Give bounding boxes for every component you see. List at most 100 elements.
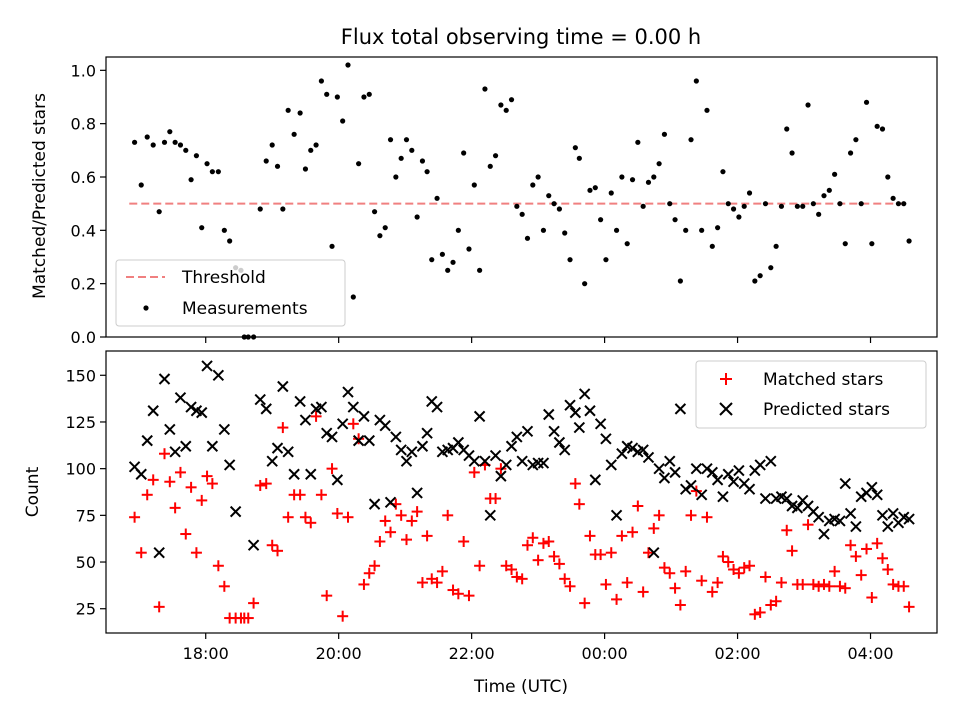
predicted-star-point xyxy=(326,431,338,443)
predicted-star-point xyxy=(701,462,713,475)
matched-star-point xyxy=(733,567,745,579)
measurement-point xyxy=(768,265,774,271)
predicted-star-stroke xyxy=(674,403,687,415)
predicted-star-stroke xyxy=(903,513,915,525)
top-chart-y-tick-label: 0.0 xyxy=(71,328,96,347)
predicted-star-point xyxy=(717,490,729,503)
predicted-star-stroke xyxy=(457,444,470,456)
measurement-point xyxy=(221,227,227,233)
measurement-point xyxy=(582,281,588,287)
matched-star-point xyxy=(174,466,186,478)
measurement-point xyxy=(297,110,303,116)
measurement-point xyxy=(784,126,790,132)
predicted-star-stroke xyxy=(543,408,555,421)
predicted-star-stroke xyxy=(733,464,745,477)
matched-star-point xyxy=(369,560,381,572)
top-legend-threshold-label: Threshold xyxy=(181,268,266,288)
predicted-star-point xyxy=(844,507,857,520)
matched-star-point xyxy=(786,545,798,557)
predicted-star-point xyxy=(605,459,617,471)
measurement-point xyxy=(514,203,520,209)
predicted-star-stroke xyxy=(727,476,740,488)
matched-star-point xyxy=(543,535,555,547)
measurement-point xyxy=(863,99,870,105)
predicted-star-point xyxy=(616,448,628,460)
predicted-star-stroke xyxy=(294,395,306,408)
predicted-star-point xyxy=(141,434,153,447)
predicted-star-stroke xyxy=(775,490,788,503)
matched-star-point xyxy=(385,526,397,538)
matched-star-point xyxy=(669,582,681,594)
measurement-point xyxy=(350,294,356,300)
predicted-star-stroke xyxy=(653,462,665,475)
matched-star-point xyxy=(781,524,793,536)
predicted-star-point xyxy=(336,418,349,430)
predicted-star-stroke xyxy=(834,515,846,527)
measurement-point xyxy=(906,238,912,244)
predicted-star-stroke xyxy=(743,483,756,495)
predicted-star-point xyxy=(158,373,171,385)
predicted-star-point xyxy=(679,483,692,495)
predicted-star-point xyxy=(484,509,496,522)
predicted-star-stroke xyxy=(212,369,225,381)
measurement-point xyxy=(424,169,430,175)
matched-star-point xyxy=(887,578,899,590)
matched-star-point xyxy=(521,539,533,551)
measurement-point xyxy=(762,201,769,207)
predicted-star-point xyxy=(266,455,278,467)
matched-star-point xyxy=(248,597,260,609)
predicted-star-point xyxy=(247,539,260,551)
measurement-point xyxy=(263,158,269,164)
measurement-point xyxy=(725,201,731,207)
predicted-star-stroke xyxy=(695,489,708,501)
predicted-star-stroke xyxy=(342,386,354,398)
measurement-point xyxy=(329,243,335,249)
predicted-star-stroke xyxy=(468,455,481,467)
measurement-point xyxy=(199,225,205,231)
predicted-star-stroke xyxy=(844,507,857,520)
predicted-star-stroke xyxy=(573,421,586,434)
predicted-star-stroke xyxy=(626,442,639,454)
predicted-star-point xyxy=(352,434,365,447)
predicted-star-stroke xyxy=(516,455,528,467)
measurement-point xyxy=(730,206,737,212)
predicted-star-stroke xyxy=(521,425,534,438)
measurement-point xyxy=(562,230,568,236)
predicted-star-point xyxy=(521,425,534,438)
matched-star-point xyxy=(658,562,670,574)
measurement-point xyxy=(736,214,742,220)
predicted-star-stroke xyxy=(511,431,523,443)
predicted-star-point xyxy=(218,423,231,436)
measurement-point xyxy=(704,107,710,113)
matched-star-point xyxy=(331,507,343,519)
measurement-point xyxy=(709,243,715,249)
measurement-point xyxy=(693,78,699,84)
predicted-star-point xyxy=(321,427,333,439)
predicted-star-point xyxy=(733,464,745,477)
predicted-star-point xyxy=(759,492,772,505)
predicted-star-stroke xyxy=(400,455,413,467)
measurement-point xyxy=(858,201,864,207)
predicted-star-point xyxy=(690,462,703,475)
matched-star-point xyxy=(495,463,507,475)
matched-star-point xyxy=(299,511,311,523)
matched-star-point xyxy=(337,610,349,622)
predicted-star-point xyxy=(876,509,889,522)
matched-star-point xyxy=(374,535,386,547)
predicted-star-stroke xyxy=(818,528,830,540)
predicted-star-stroke xyxy=(812,511,825,523)
top-chart-y-tick-label: 0.6 xyxy=(71,168,96,187)
predicted-star-stroke xyxy=(147,405,159,417)
measurement-point xyxy=(645,179,652,185)
measurement-point xyxy=(414,214,420,220)
matched-star-point xyxy=(600,578,612,590)
measurement-point xyxy=(366,91,372,97)
matched-star-point xyxy=(506,564,518,576)
measurement-point xyxy=(635,139,641,145)
predicted-star-point xyxy=(147,405,159,417)
predicted-star-point xyxy=(305,468,317,480)
predicted-star-point xyxy=(315,401,328,413)
predicted-star-stroke xyxy=(288,468,300,480)
matched-star-point xyxy=(712,577,724,589)
measurement-point xyxy=(540,227,547,233)
